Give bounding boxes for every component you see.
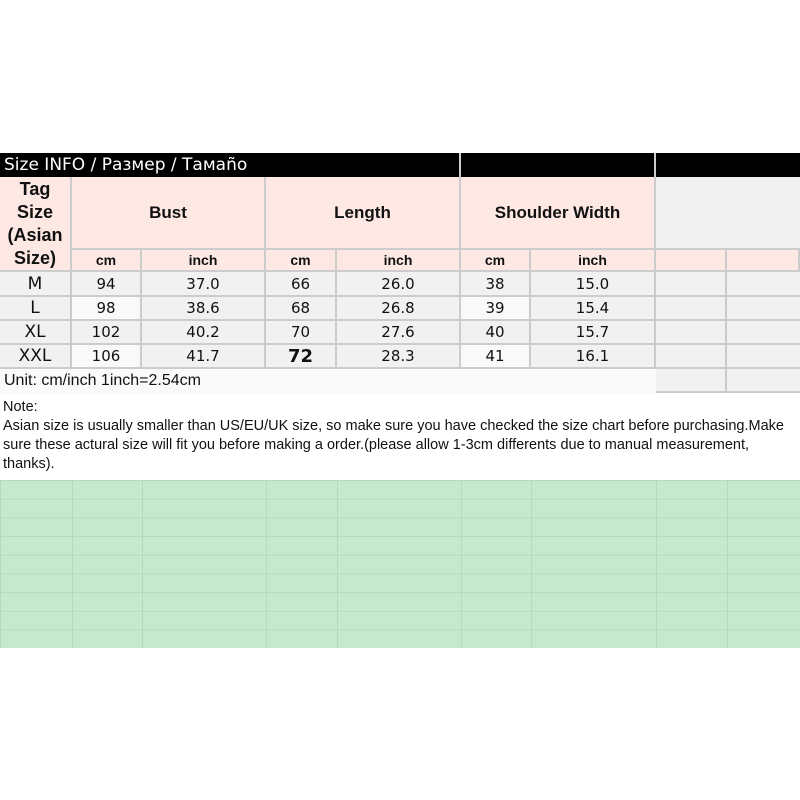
shoulder-cm-header: cm bbox=[461, 250, 531, 272]
green-grid-area bbox=[0, 480, 800, 648]
table-title: Size INFO / Размер / Тамаño bbox=[0, 153, 461, 177]
unit-note: Unit: cm/inch 1inch=2.54cm bbox=[0, 369, 656, 393]
shoulder-cm-cell: 39 bbox=[461, 297, 531, 321]
length-cm-header: cm bbox=[266, 250, 337, 272]
grid-line bbox=[656, 480, 657, 648]
empty-cell bbox=[727, 321, 800, 345]
bust-header: Bust bbox=[72, 177, 266, 250]
grid-line bbox=[531, 480, 532, 648]
bust-cm-cell: 102 bbox=[72, 321, 142, 345]
empty-cell bbox=[727, 369, 800, 393]
grid-line bbox=[72, 480, 73, 648]
length-inch-cell: 26.0 bbox=[337, 272, 461, 297]
bust-cm-header: cm bbox=[72, 250, 142, 272]
shoulder-cm-cell: 41 bbox=[461, 345, 531, 369]
length-cm-cell: 66 bbox=[266, 272, 337, 297]
shoulder-cm-cell: 38 bbox=[461, 272, 531, 297]
length-header: Length bbox=[266, 177, 461, 250]
title-bar-filler bbox=[461, 153, 656, 177]
shoulder-width-header: Shoulder Width bbox=[461, 177, 656, 250]
shoulder-cm-cell: 40 bbox=[461, 321, 531, 345]
bust-cm-cell: 98 bbox=[72, 297, 142, 321]
bust-inch-header: inch bbox=[142, 250, 266, 272]
bust-cm-cell: 94 bbox=[72, 272, 142, 297]
grid-line bbox=[461, 480, 462, 648]
length-cm-cell: 68 bbox=[266, 297, 337, 321]
shoulder-inch-cell: 15.0 bbox=[531, 272, 656, 297]
note-text: Asian size is usually smaller than US/EU… bbox=[3, 418, 784, 472]
length-cm-cell: 70 bbox=[266, 321, 337, 345]
note-label: Note: bbox=[3, 399, 38, 415]
bust-inch-cell: 41.7 bbox=[142, 345, 266, 369]
length-inch-cell: 27.6 bbox=[337, 321, 461, 345]
size-cell: L bbox=[0, 297, 72, 321]
size-cell: XXL bbox=[0, 345, 72, 369]
length-cm-cell: 72 bbox=[266, 345, 337, 369]
empty-cell bbox=[656, 297, 727, 321]
grid-line bbox=[142, 480, 143, 648]
shoulder-inch-header: inch bbox=[531, 250, 656, 272]
empty-cell bbox=[656, 369, 727, 393]
length-inch-cell: 26.8 bbox=[337, 297, 461, 321]
empty-cell bbox=[656, 272, 727, 297]
grid-line bbox=[337, 480, 338, 648]
empty-cell bbox=[727, 250, 800, 272]
shoulder-inch-cell: 16.1 bbox=[531, 345, 656, 369]
title-bar-filler bbox=[656, 153, 800, 177]
empty-cell bbox=[656, 321, 727, 345]
bust-cm-cell: 106 bbox=[72, 345, 142, 369]
empty-header-cell bbox=[656, 177, 800, 250]
empty-cell bbox=[727, 345, 800, 369]
bust-inch-cell: 40.2 bbox=[142, 321, 266, 345]
length-inch-header: inch bbox=[337, 250, 461, 272]
bust-inch-cell: 38.6 bbox=[142, 297, 266, 321]
size-cell: XL bbox=[0, 321, 72, 345]
empty-cell bbox=[727, 297, 800, 321]
empty-cell bbox=[727, 272, 800, 297]
size-cell: M bbox=[0, 272, 72, 297]
empty-cell bbox=[656, 345, 727, 369]
bust-inch-cell: 37.0 bbox=[142, 272, 266, 297]
length-inch-cell: 28.3 bbox=[337, 345, 461, 369]
tag-size-header: Tag Size (Asian Size) bbox=[0, 177, 72, 272]
shoulder-inch-cell: 15.7 bbox=[531, 321, 656, 345]
shoulder-inch-cell: 15.4 bbox=[531, 297, 656, 321]
grid-line bbox=[266, 480, 267, 648]
note: Note: Asian size is usually smaller than… bbox=[0, 395, 800, 480]
grid-line bbox=[727, 480, 728, 648]
empty-cell bbox=[656, 250, 727, 272]
